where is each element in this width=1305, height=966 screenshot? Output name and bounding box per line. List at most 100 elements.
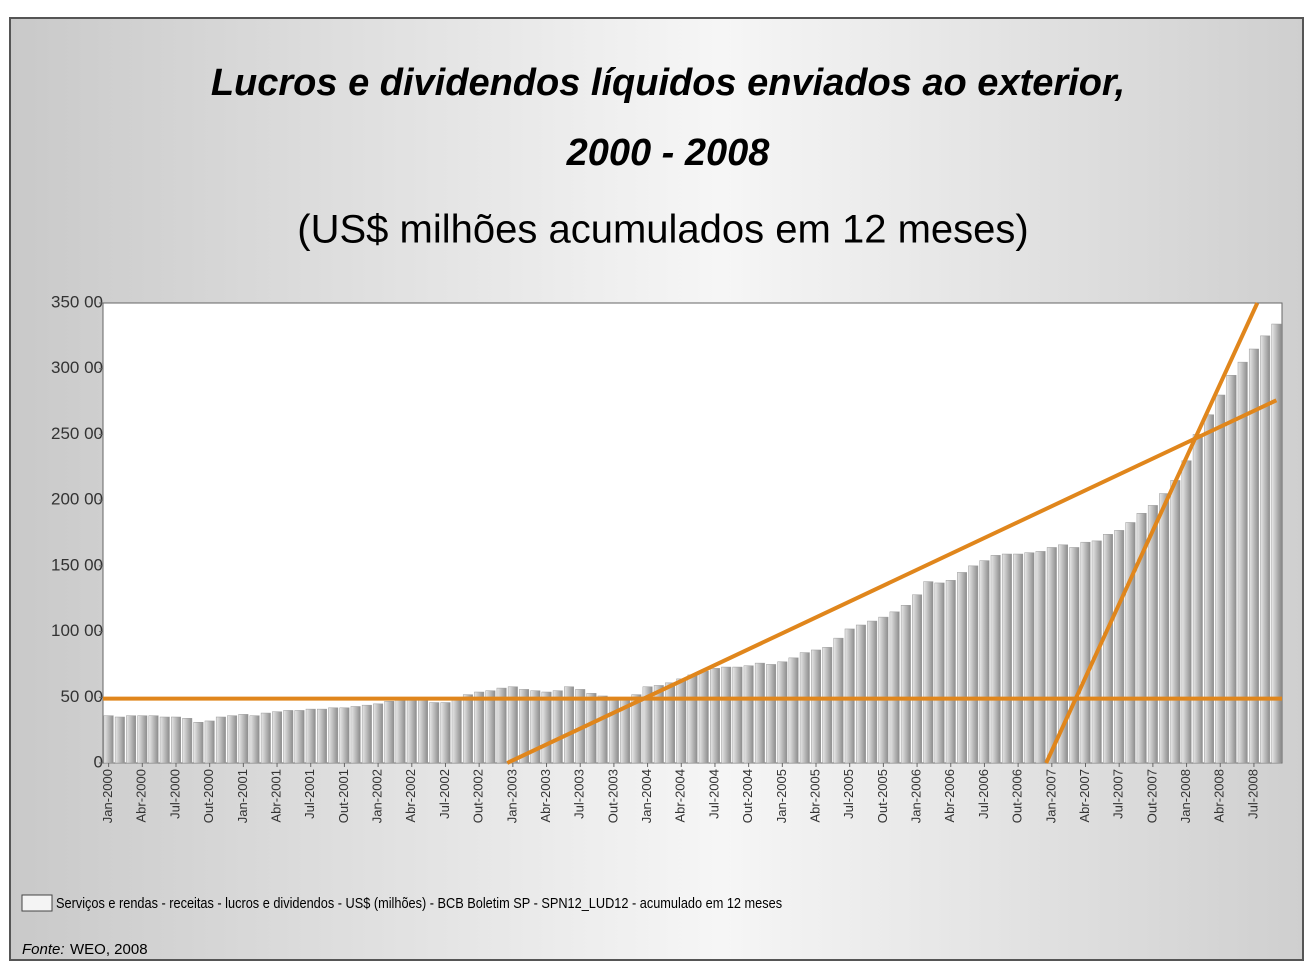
bar	[552, 690, 563, 764]
x-tick-label: Jul-2004	[706, 769, 721, 819]
bar	[1170, 480, 1181, 764]
bar	[665, 682, 676, 764]
bar	[361, 704, 372, 764]
bar	[754, 662, 765, 764]
x-tick-label: Jul-2005	[841, 769, 856, 819]
bar	[968, 565, 979, 764]
bar	[934, 582, 945, 764]
bar	[126, 715, 137, 764]
bar	[687, 674, 698, 764]
bar	[227, 715, 238, 764]
bar	[294, 710, 305, 764]
bar	[709, 668, 720, 764]
x-tick-label: Jan-2004	[639, 769, 654, 823]
x-tick-label: Jan-2006	[909, 769, 924, 823]
y-tick-label: 350 00	[51, 292, 103, 311]
bar	[215, 716, 226, 764]
x-tick-label: Abr-2001	[268, 769, 283, 822]
bar	[811, 649, 821, 764]
bar	[912, 594, 923, 764]
bar	[1260, 335, 1271, 764]
bar	[608, 697, 619, 764]
bar	[485, 690, 496, 764]
bar	[530, 690, 541, 764]
x-tick-label: Jul-2003	[572, 769, 587, 819]
bar	[676, 678, 687, 764]
bar	[777, 661, 788, 764]
y-tick-label: 300 00	[51, 358, 103, 377]
bar	[1013, 553, 1024, 764]
x-tick-label: Abr-2008	[1212, 769, 1227, 822]
legend-swatch	[21, 894, 53, 912]
bar	[1035, 551, 1046, 764]
bar	[395, 698, 406, 764]
x-tick-label: Out-2004	[740, 769, 755, 823]
bar	[1001, 553, 1012, 764]
annotation-line	[1044, 302, 1260, 764]
bar	[1046, 547, 1057, 764]
bar	[945, 580, 956, 764]
bar	[1147, 505, 1158, 764]
y-tick-label: 100 00	[51, 621, 103, 640]
bar	[698, 670, 709, 764]
x-tick-label: Jul-2001	[302, 769, 317, 819]
x-tick-label: Abr-2004	[673, 769, 688, 822]
bar	[384, 700, 395, 764]
bar	[788, 657, 799, 764]
bar	[721, 666, 732, 764]
bar	[418, 699, 428, 764]
bar	[193, 722, 204, 764]
bar	[137, 715, 148, 764]
x-tick-label: Abr-2003	[538, 769, 553, 822]
bar	[350, 706, 361, 764]
bar	[339, 707, 350, 764]
bar	[451, 699, 462, 764]
bar	[743, 665, 754, 764]
bar	[182, 718, 193, 764]
bar	[900, 605, 911, 764]
bar	[159, 716, 170, 764]
y-tick-label: 0	[94, 752, 103, 771]
x-tick-label: Jul-2007	[1111, 769, 1126, 819]
bar	[923, 581, 934, 764]
bar	[889, 611, 900, 764]
x-tick-label: Out-2002	[471, 769, 486, 823]
bar	[631, 694, 642, 764]
bar	[653, 685, 664, 764]
x-tick-label: Jan-2008	[1178, 769, 1193, 823]
bar	[260, 712, 271, 764]
x-tick-label: Out-2003	[605, 769, 620, 823]
bar	[1069, 547, 1080, 764]
bar	[990, 555, 1001, 764]
x-tick-label: Abr-2007	[1077, 769, 1092, 822]
x-tick-label: Jan-2002	[370, 769, 385, 823]
bar	[1114, 530, 1125, 764]
bar	[1271, 323, 1282, 764]
bar	[799, 652, 810, 764]
bar	[519, 689, 530, 764]
x-tick-label: Jul-2006	[976, 769, 991, 819]
bar	[148, 715, 159, 764]
bar	[732, 666, 743, 764]
bar	[328, 707, 339, 764]
x-tick-label: Jan-2000	[100, 769, 115, 823]
bar	[103, 715, 114, 764]
bar	[1136, 513, 1147, 764]
x-tick-label: Abr-2006	[942, 769, 957, 822]
chart-title: Lucros e dividendos líquidos enviados ao…	[211, 62, 1125, 104]
bar	[766, 664, 777, 764]
x-tick-label: Jul-2008	[1245, 769, 1260, 819]
bar	[1192, 434, 1203, 764]
bar	[496, 687, 507, 764]
x-tick-label: Out-2006	[1010, 769, 1025, 823]
x-tick-label: Abr-2002	[403, 769, 418, 822]
x-tick-label: Out-2000	[201, 769, 216, 823]
bar	[1058, 544, 1069, 764]
bar	[440, 702, 451, 764]
bar	[238, 714, 249, 764]
bar	[249, 715, 260, 764]
x-tick-label: Out-2005	[875, 769, 890, 823]
x-tick-label: Jul-2000	[167, 769, 182, 819]
